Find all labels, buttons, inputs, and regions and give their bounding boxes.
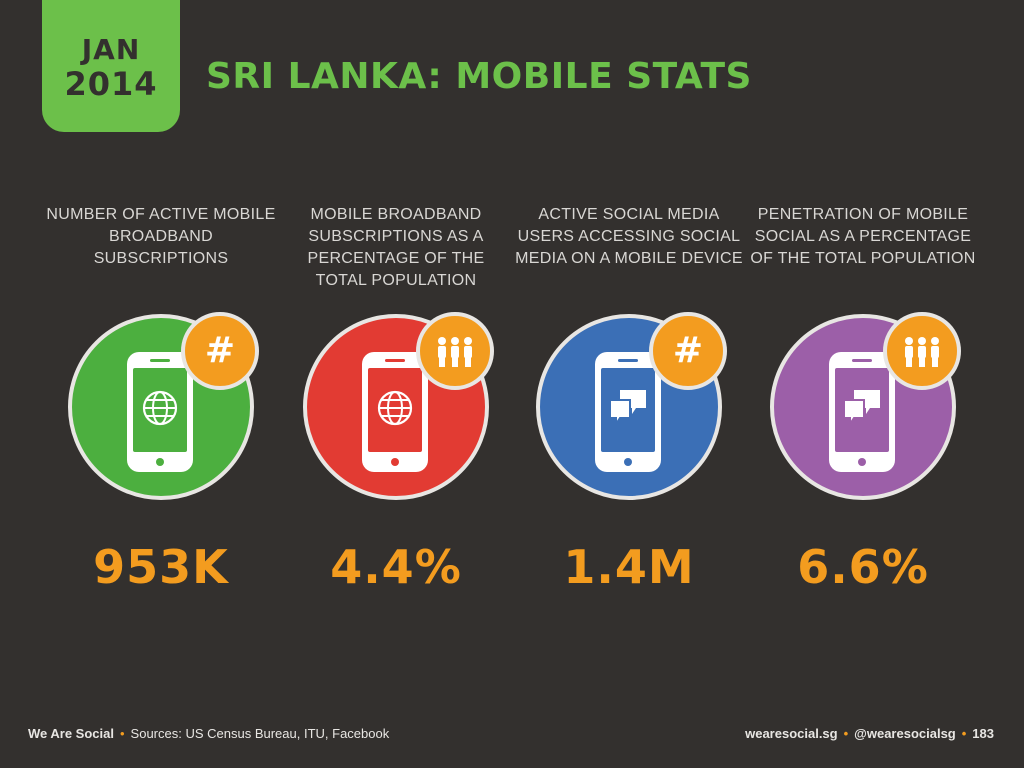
phone-icon xyxy=(362,352,428,472)
date-year: 2014 xyxy=(64,65,158,103)
footer-sources-text: Sources: US Census Bureau, ITU, Facebook xyxy=(130,726,390,741)
stat-graphic: # xyxy=(536,312,727,500)
page-number: 183 xyxy=(972,726,994,741)
page-title: SRI LANKA: MOBILE STATS xyxy=(206,56,752,97)
people-icon xyxy=(883,312,961,390)
phone-icon xyxy=(127,352,193,472)
footer-sources: We Are Social • Sources: US Census Bureau,… xyxy=(28,726,390,741)
stat-label: MOBILE BROADBAND SUBSCRIPTIONS AS A PERC… xyxy=(307,206,485,289)
globe-icon xyxy=(142,390,178,426)
stat-value: 1.4M xyxy=(563,540,695,594)
date-badge: JAN 2014 xyxy=(42,0,180,132)
phone-icon xyxy=(829,352,895,472)
footer-links: wearesocial.sg • @wearesocialsg • 183 xyxy=(745,726,994,741)
stat-active-mobile-broadband: NUMBER OF ACTIVE MOBILE BROADBAND SUBSCR… xyxy=(46,204,276,594)
stat-label: ACTIVE SOCIAL MEDIA USERS ACCESSING SOCI… xyxy=(515,206,743,267)
people-icon xyxy=(416,312,494,390)
footer-brand: We Are Social xyxy=(28,726,114,741)
footer-handle-link[interactable]: @wearesocialsg xyxy=(854,726,956,741)
stat-value: 6.6% xyxy=(797,540,929,594)
footer-website-link[interactable]: wearesocial.sg xyxy=(745,726,838,741)
stat-label: PENETRATION OF MOBILE SOCIAL AS A PERCEN… xyxy=(750,206,976,267)
footer: We Are Social • Sources: US Census Bureau,… xyxy=(0,726,1024,746)
phone-icon xyxy=(595,352,661,472)
hash-icon: # xyxy=(181,312,259,390)
stat-mobile-social-penetration: PENETRATION OF MOBILE SOCIAL AS A PERCEN… xyxy=(748,204,978,594)
stat-graphic xyxy=(770,312,961,500)
stat-value: 953K xyxy=(93,540,229,594)
chat-bubbles-icon xyxy=(843,390,880,428)
date-month: JAN xyxy=(81,33,141,66)
hash-icon: # xyxy=(649,312,727,390)
stat-graphic: # xyxy=(68,312,259,500)
globe-icon xyxy=(377,390,413,426)
chat-bubbles-icon xyxy=(609,390,646,428)
stat-active-social-mobile: ACTIVE SOCIAL MEDIA USERS ACCESSING SOCI… xyxy=(514,204,744,594)
stat-label: NUMBER OF ACTIVE MOBILE BROADBAND SUBSCR… xyxy=(46,206,276,267)
stat-broadband-percentage: MOBILE BROADBAND SUBSCRIPTIONS AS A PERC… xyxy=(281,204,511,594)
stat-graphic xyxy=(303,312,494,500)
stat-value: 4.4% xyxy=(330,540,462,594)
